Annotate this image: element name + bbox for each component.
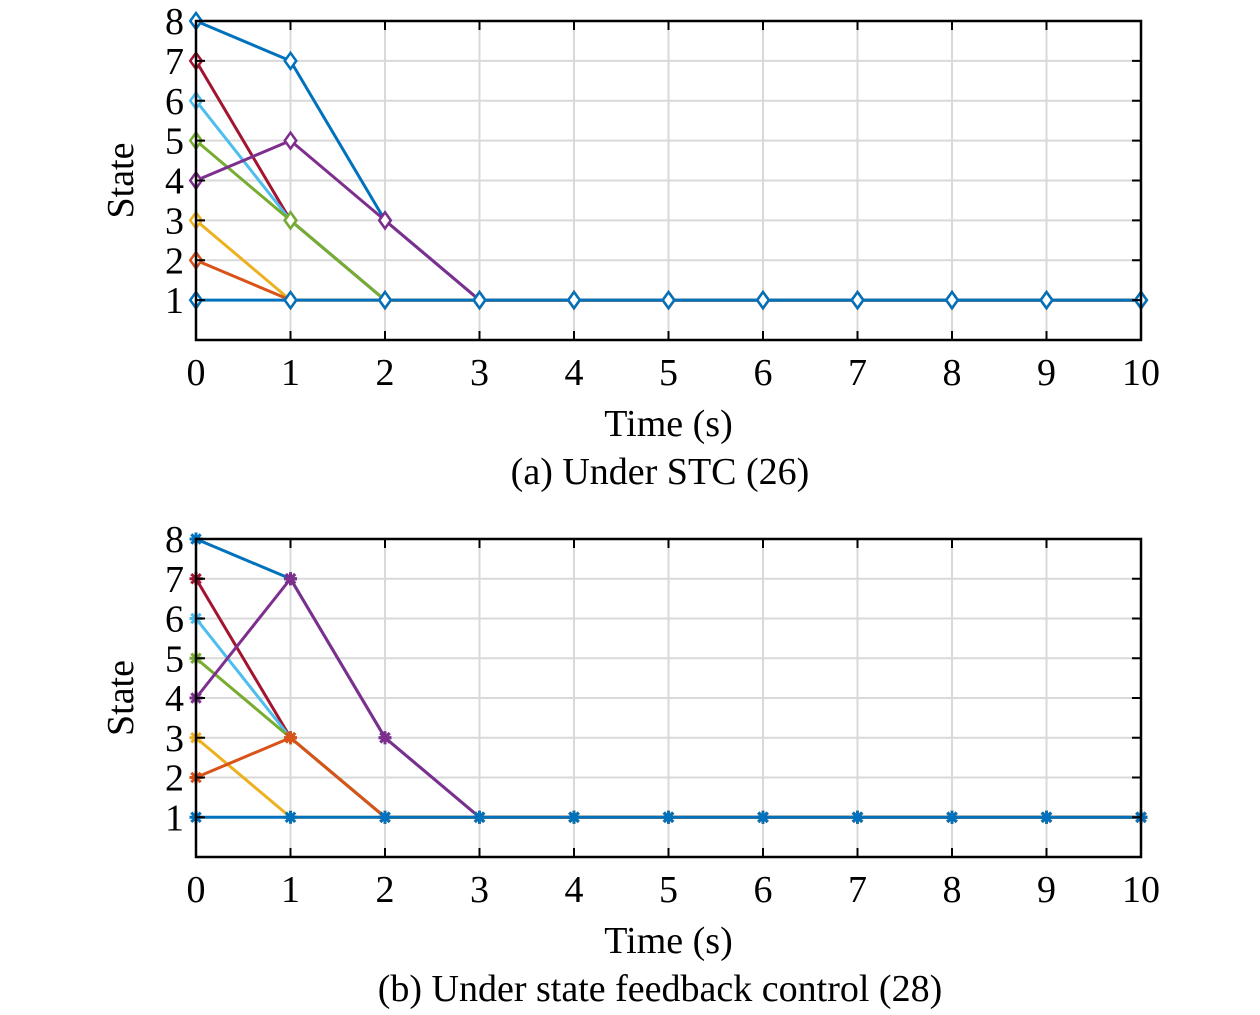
data-point (567, 810, 581, 824)
x-tick-label: 0 (187, 869, 206, 911)
data-point (755, 289, 771, 311)
x-tick-label: 9 (1037, 869, 1056, 911)
series-1 (189, 810, 1148, 824)
caption: (b) Under state feedback control (28) (378, 968, 942, 1010)
data-point (378, 810, 392, 824)
data-point (283, 50, 298, 72)
y-tick-label: 1 (165, 280, 184, 322)
x-tick-label: 9 (1037, 352, 1056, 394)
x-tick-label: 2 (376, 869, 395, 911)
y-tick-label: 3 (165, 718, 184, 760)
data-point (377, 289, 393, 311)
data-point (1039, 289, 1054, 311)
data-point (850, 289, 865, 311)
x-tick-label: 10 (1122, 352, 1160, 394)
y-axis-label: State (100, 143, 142, 219)
y-tick-label: 4 (165, 678, 184, 720)
x-tick-label: 3 (470, 869, 489, 911)
y-tick-label: 3 (165, 200, 184, 242)
data-point (756, 810, 770, 824)
data-point (1040, 810, 1053, 824)
x-axis-label: Time (s) (604, 403, 732, 445)
x-tick-label: 1 (281, 869, 300, 911)
x-tick-label: 7 (848, 352, 867, 394)
x-tick-label: 1 (281, 352, 300, 394)
y-tick-label: 8 (165, 519, 184, 561)
data-point (473, 810, 486, 824)
data-point (378, 731, 392, 745)
x-tick-label: 4 (565, 869, 584, 911)
y-tick-label: 1 (165, 797, 184, 839)
data-point (284, 731, 297, 745)
y-axis-label: State (100, 660, 142, 736)
data-point (472, 289, 487, 311)
y-tick-label: 6 (165, 599, 184, 641)
x-tick-label: 8 (943, 352, 962, 394)
x-tick-label: 7 (848, 869, 867, 911)
x-tick-label: 6 (754, 352, 773, 394)
grid (195, 538, 1142, 857)
data-point (945, 810, 959, 824)
y-tick-label: 6 (165, 81, 184, 123)
x-tick-label: 2 (376, 352, 395, 394)
y-tick-label: 2 (165, 240, 184, 282)
x-tick-label: 4 (565, 352, 584, 394)
data-point (377, 210, 393, 231)
x-tick-label: 6 (754, 869, 773, 911)
series-layer (188, 10, 1149, 311)
series-1 (188, 289, 1149, 311)
data-point (284, 810, 297, 824)
data-point (283, 289, 298, 311)
data-point (284, 572, 297, 586)
data-point (283, 130, 298, 151)
y-tick-label: 4 (165, 161, 184, 203)
x-tick-label: 5 (659, 869, 678, 911)
y-tick-label: 8 (165, 1, 184, 43)
data-point (944, 289, 960, 311)
data-point (566, 289, 582, 311)
data-point (283, 210, 298, 231)
data-point (851, 810, 864, 824)
x-tick-label: 3 (470, 352, 489, 394)
y-tick-label: 7 (165, 559, 184, 601)
y-tick-label: 7 (165, 41, 184, 83)
data-point (661, 289, 676, 311)
x-tick-label: 5 (659, 352, 678, 394)
data-point (662, 810, 675, 824)
x-tick-label: 0 (187, 352, 206, 394)
x-tick-label: 8 (943, 869, 962, 911)
x-tick-label: 10 (1122, 869, 1160, 911)
y-tick-label: 5 (165, 638, 184, 680)
x-axis-label: Time (s) (604, 920, 732, 962)
y-tick-label: 2 (165, 758, 184, 800)
caption: (a) Under STC (26) (511, 451, 810, 493)
y-tick-label: 5 (165, 121, 184, 163)
